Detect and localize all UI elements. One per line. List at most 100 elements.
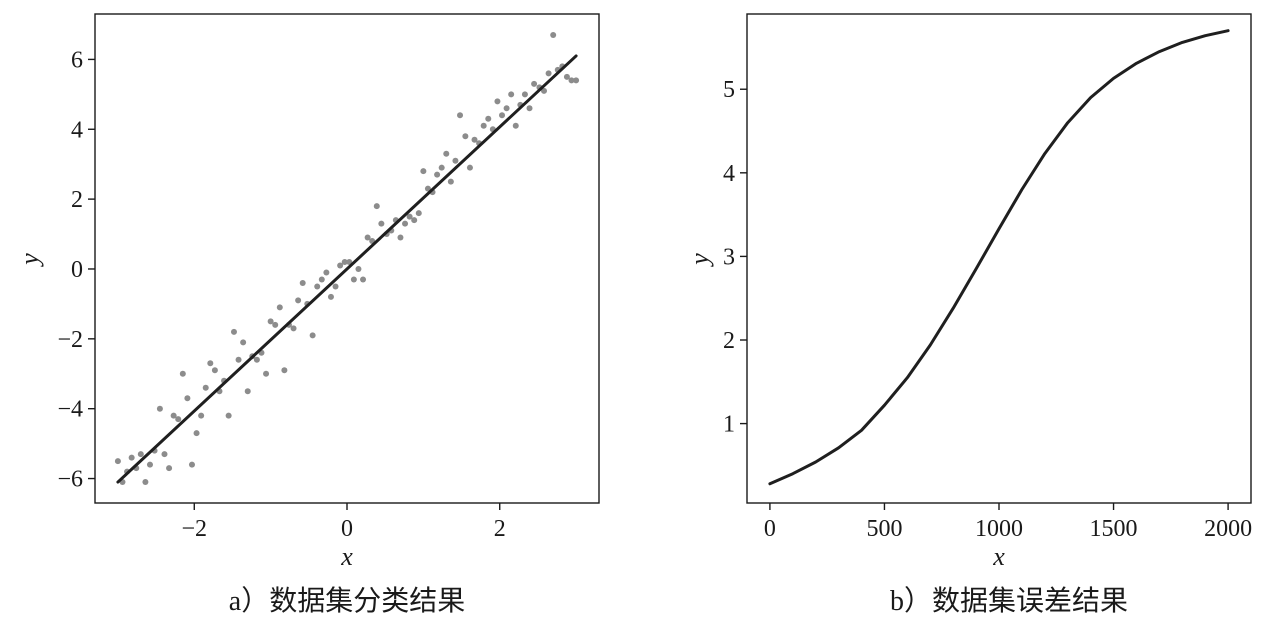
data-point [508,91,515,98]
data-point [443,150,450,157]
panel-a-y-ticks: −6 −4 −2 0 2 4 6 [57,47,95,493]
x-tick-label: −2 [181,516,207,542]
data-point [541,87,548,94]
panel-a-x-label: x [340,542,353,571]
data-point [438,164,445,171]
data-point [550,31,557,38]
data-point [341,258,348,265]
panel-b-frame [746,13,1252,504]
y-tick-label: −2 [57,327,83,353]
y-tick-label: 6 [71,47,83,73]
data-point [179,370,186,377]
data-point [235,356,242,363]
data-point [314,283,321,290]
y-tick-label: 0 [71,257,83,283]
data-point [272,321,279,328]
y-tick-label: 4 [723,161,735,187]
data-point [420,168,427,175]
data-point [480,122,487,129]
data-point [415,210,422,217]
panel-b-line-chart: 0 500 1000 1500 2000 1 2 3 4 5 x y b）数据集误差结果 [685,13,1252,617]
data-point [350,276,357,283]
panel-b-caption: b）数据集误差结果 [890,585,1128,617]
data-point [526,105,533,112]
data-point [175,416,182,423]
data-point [211,367,218,374]
y-tick-label: 3 [723,244,735,270]
data-point [568,77,575,84]
data-point [466,164,473,171]
data-point [462,133,469,140]
data-point [424,185,431,192]
data-point [573,77,580,84]
data-point [170,412,177,419]
panel-a-frame [94,13,600,504]
data-point [503,105,510,112]
data-point [521,91,528,98]
data-point [161,451,168,458]
data-point [364,234,371,241]
data-point [128,454,135,461]
panel-a-x-ticks: −2 0 2 [181,503,506,542]
error-curve [768,29,1230,486]
x-tick-label: 500 [866,516,902,542]
data-point [146,461,153,468]
data-point [411,217,418,224]
data-point [452,157,459,164]
data-point [397,234,404,241]
x-tick-label: 1500 [1090,516,1138,542]
panel-b-curve-group [768,29,1230,486]
y-tick-label: 1 [723,412,735,438]
data-point [447,178,454,185]
x-tick-label: 0 [764,516,776,542]
data-point [166,465,173,472]
panel-a-points [114,31,580,486]
panel-b-x-ticks: 0 500 1000 1500 2000 [764,503,1252,542]
x-tick-label: 0 [341,516,353,542]
data-point [193,430,200,437]
y-tick-label: 4 [71,117,83,143]
y-tick-label: 2 [723,328,735,354]
panel-a-fit-line-group [116,54,578,484]
data-point [373,203,380,210]
x-tick-label: 1000 [975,516,1023,542]
data-point [114,458,121,465]
data-point [290,325,297,332]
y-tick-label: 2 [71,187,83,213]
data-point [512,122,519,129]
data-point [355,265,362,272]
data-point [471,136,478,143]
data-point [184,395,191,402]
data-point [309,332,316,339]
data-point [545,70,552,77]
data-point [299,279,306,286]
data-point [406,213,413,220]
data-point [378,220,385,227]
data-point [434,171,441,178]
data-point [327,293,334,300]
data-point [360,276,367,283]
data-point [188,461,195,468]
y-tick-label: −6 [57,467,83,493]
panel-a-caption: a）数据集分类结果 [229,585,465,617]
data-point [281,367,288,374]
fit-line [116,54,578,484]
data-point [457,112,464,119]
panel-a-scatter: −2 0 2 −6 −4 −2 0 2 4 6 x y a）数据集分类结果 [15,13,600,617]
data-point [318,276,325,283]
data-point [337,262,344,269]
data-point [295,297,302,304]
x-tick-label: 2000 [1204,516,1252,542]
data-point [253,356,260,363]
data-point [494,98,501,105]
panel-a-y-label: y [15,253,44,268]
panel-b-y-ticks: 1 2 3 4 5 [723,77,747,438]
data-point [563,73,570,80]
data-point [332,283,339,290]
data-point [198,412,205,419]
y-tick-label: 5 [723,77,735,103]
data-point [267,318,274,325]
data-point [485,115,492,122]
data-point [202,384,209,391]
